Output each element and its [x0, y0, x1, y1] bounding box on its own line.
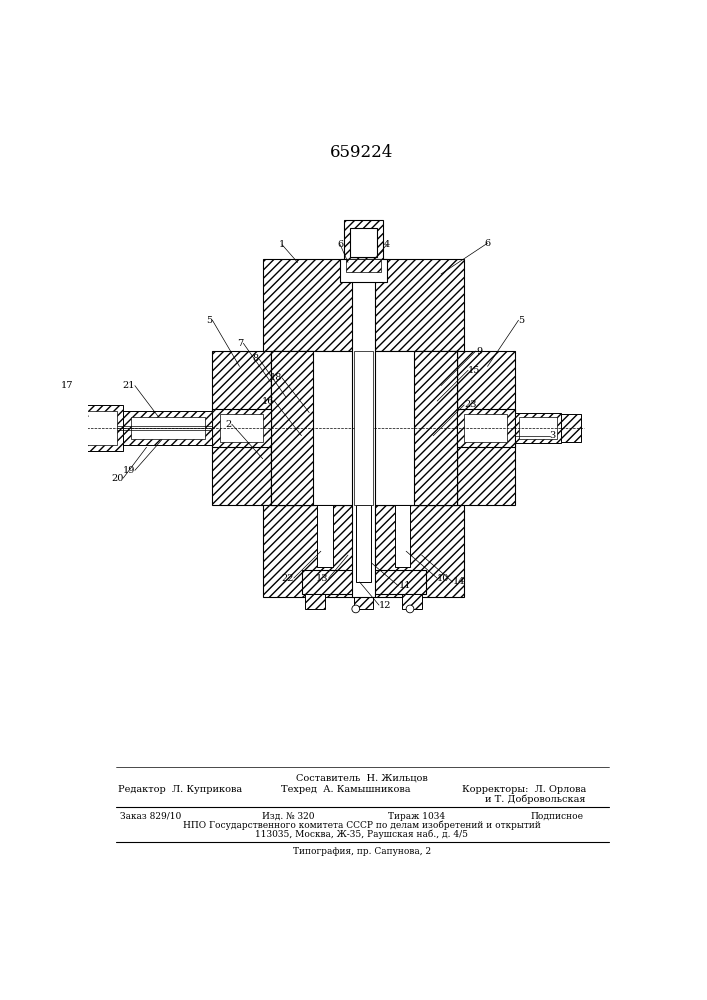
- Text: 3: 3: [549, 431, 556, 440]
- Bar: [346, 259, 380, 272]
- Text: 10: 10: [437, 574, 450, 583]
- Bar: [263, 505, 363, 597]
- Bar: [356, 505, 371, 582]
- Text: 4: 4: [384, 240, 390, 249]
- Text: 113035, Москва, Ж-35, Раушская наб., д. 4/5: 113035, Москва, Ж-35, Раушская наб., д. …: [255, 830, 469, 839]
- Bar: [414, 351, 457, 505]
- Bar: [212, 351, 271, 505]
- Text: 22: 22: [281, 574, 293, 583]
- Text: 6: 6: [337, 240, 344, 249]
- Bar: [464, 414, 507, 442]
- Text: 8: 8: [252, 354, 259, 363]
- Bar: [344, 220, 383, 259]
- Bar: [212, 409, 271, 447]
- Text: 18: 18: [270, 373, 282, 382]
- Text: 7: 7: [237, 339, 243, 348]
- Bar: [301, 570, 426, 594]
- Bar: [561, 414, 580, 442]
- Text: 13: 13: [316, 574, 329, 583]
- Bar: [352, 259, 375, 597]
- Text: Составитель  Н. Жильцов: Составитель Н. Жильцов: [296, 774, 428, 783]
- Text: НПО Государственного комитета СССР по делам изобретений и открытий: НПО Государственного комитета СССР по де…: [183, 821, 541, 830]
- Bar: [271, 351, 457, 505]
- Bar: [353, 237, 374, 252]
- Text: 1: 1: [279, 240, 285, 249]
- Text: Редактор  Л. Куприкова: Редактор Л. Куприкова: [118, 785, 242, 794]
- Text: 659224: 659224: [330, 144, 394, 161]
- Text: Корректоры:  Л. Орлова: Корректоры: Л. Орлова: [462, 785, 586, 794]
- Bar: [457, 409, 515, 447]
- Bar: [55, 393, 74, 407]
- Bar: [515, 413, 561, 443]
- Text: 14: 14: [452, 578, 465, 586]
- Bar: [271, 351, 313, 505]
- Bar: [73, 405, 123, 451]
- Text: 17: 17: [60, 381, 73, 390]
- Bar: [131, 417, 204, 439]
- Text: 5: 5: [206, 316, 212, 325]
- Text: 12: 12: [379, 601, 392, 610]
- Text: 20: 20: [111, 474, 123, 483]
- Text: 16: 16: [262, 397, 274, 406]
- Bar: [317, 505, 332, 567]
- Bar: [402, 594, 421, 609]
- Bar: [518, 417, 557, 439]
- Text: Изд. № 320: Изд. № 320: [262, 812, 315, 821]
- Bar: [363, 259, 464, 351]
- Bar: [263, 259, 363, 351]
- Circle shape: [406, 605, 414, 613]
- Bar: [457, 351, 515, 505]
- Bar: [363, 505, 464, 597]
- Text: Техред  А. Камышникова: Техред А. Камышникова: [281, 785, 411, 794]
- Bar: [340, 259, 387, 282]
- Text: 23: 23: [464, 400, 477, 409]
- Bar: [305, 594, 325, 609]
- Text: Типография, пр. Сапунова, 2: Типография, пр. Сапунова, 2: [293, 847, 431, 856]
- Text: 2: 2: [226, 420, 232, 429]
- Bar: [354, 594, 373, 609]
- Bar: [395, 505, 410, 567]
- Text: 6: 6: [484, 239, 491, 248]
- Text: 15: 15: [468, 366, 481, 375]
- Text: и Т. Добровольская: и Т. Добровольская: [484, 794, 585, 804]
- Text: 19: 19: [122, 466, 135, 475]
- Circle shape: [352, 605, 360, 613]
- Bar: [220, 414, 263, 442]
- Bar: [354, 351, 373, 505]
- Circle shape: [63, 396, 69, 403]
- Text: 21: 21: [122, 381, 135, 390]
- Text: 11: 11: [398, 581, 411, 590]
- Text: 5: 5: [518, 316, 525, 325]
- Text: Заказ 829/10: Заказ 829/10: [119, 812, 181, 821]
- Text: Подписное: Подписное: [530, 812, 583, 821]
- Bar: [78, 411, 117, 445]
- Bar: [349, 228, 378, 257]
- Bar: [123, 411, 212, 445]
- Text: Тираж 1034: Тираж 1034: [388, 812, 445, 821]
- Text: 9: 9: [476, 347, 482, 356]
- Bar: [62, 406, 74, 450]
